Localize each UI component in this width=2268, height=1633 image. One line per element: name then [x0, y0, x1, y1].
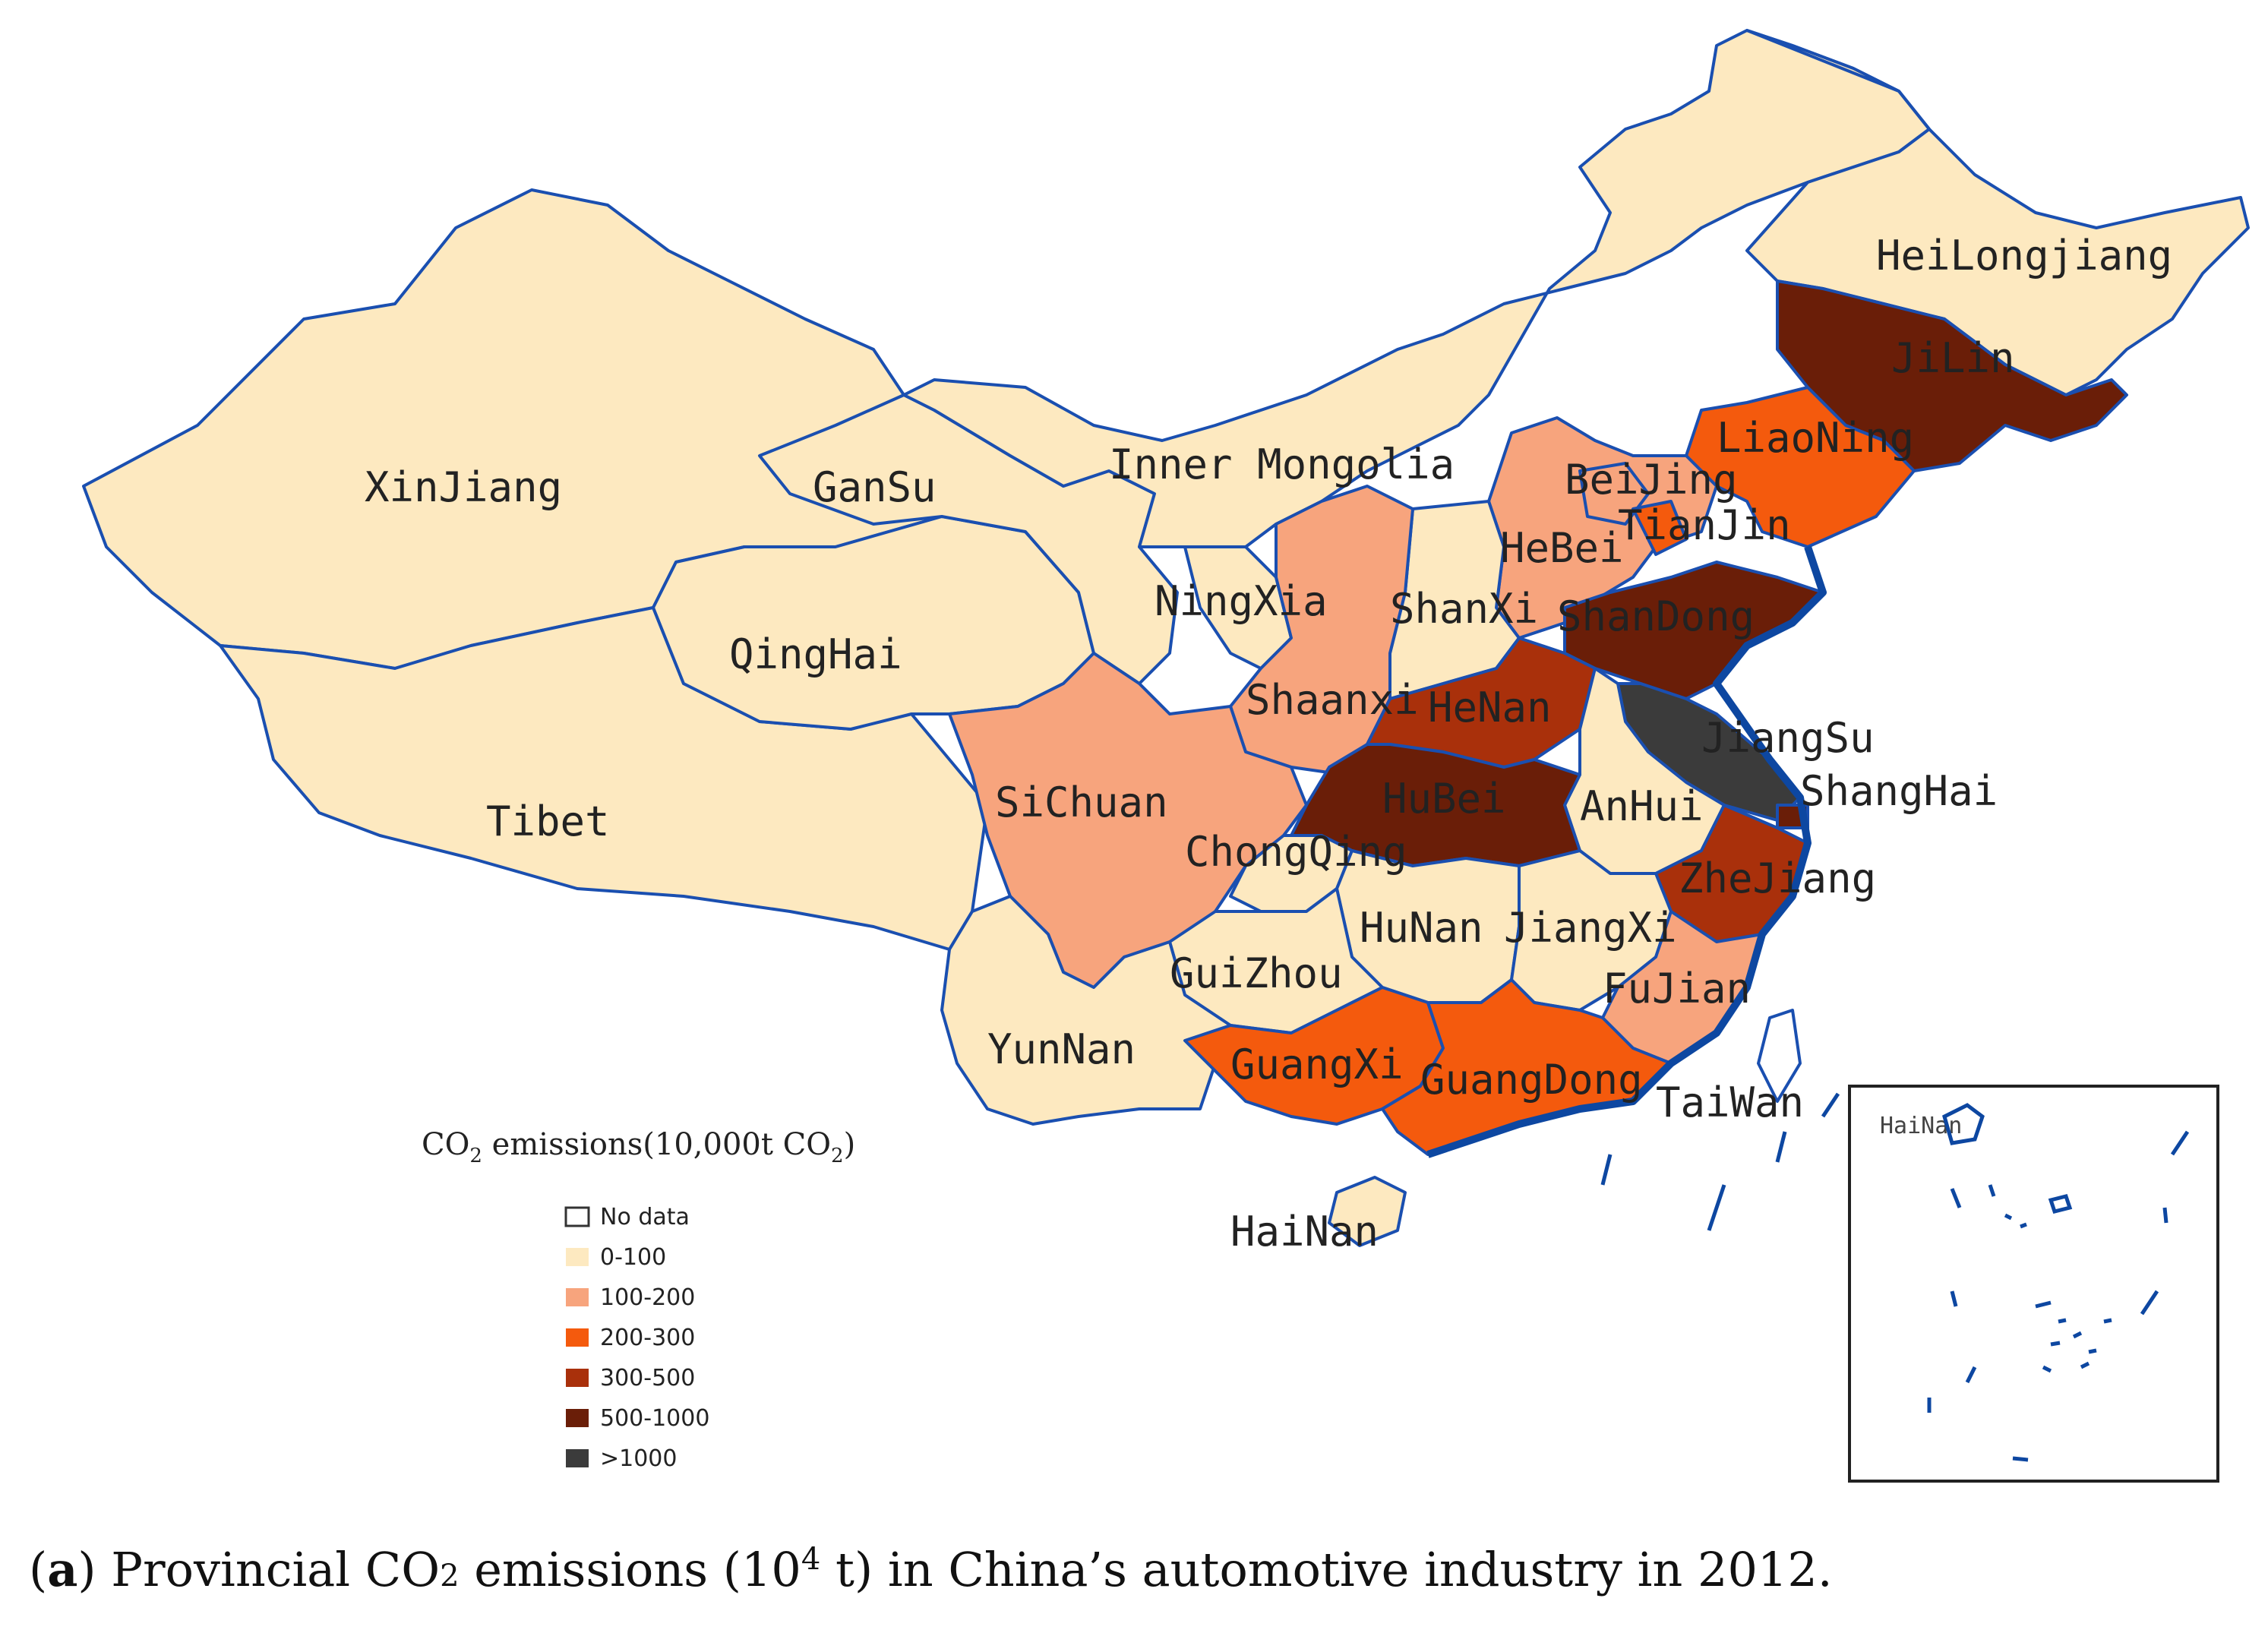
label-yunnan: YunNan — [987, 1025, 1136, 1073]
region-tianjin — [1632, 500, 1688, 556]
inset-island — [2012, 1456, 2029, 1462]
label-hebei: HeBei — [1500, 524, 1624, 572]
provinces — [82, 29, 2250, 1247]
inset-island — [2004, 1213, 2027, 1229]
label-anhui: AnHui — [1580, 782, 1704, 830]
legend-item: 100-200 — [566, 1284, 695, 1311]
label-xinjiang: XinJiang — [365, 463, 562, 511]
inset-island — [2162, 1207, 2168, 1224]
label-sichuan: SiChuan — [995, 779, 1168, 826]
label-jiangsu: JiangSu — [1701, 714, 1875, 762]
label-tibet: Tibet — [486, 798, 610, 845]
label-liaoning: LiaoNing — [1717, 414, 1914, 462]
legend-swatch — [566, 1369, 589, 1387]
label-shanxi: ShanXi — [1390, 585, 1538, 633]
region-tibet — [219, 606, 989, 951]
island-mark — [1821, 1092, 1840, 1118]
legend-swatch — [566, 1409, 589, 1427]
caption-letter: a — [47, 1542, 77, 1597]
inset-island — [1950, 1290, 1958, 1307]
caption-sub: 2 — [440, 1559, 459, 1594]
south-sea-islands — [1600, 1092, 1840, 1231]
inset-island — [2170, 1130, 2190, 1156]
inset-island — [1988, 1184, 1996, 1197]
label-qinghai: QingHai — [729, 630, 902, 678]
caption-sup: 4 — [801, 1542, 820, 1577]
label-inner-mongolia: Inner Mongolia — [1109, 441, 1455, 488]
legend-label: 500-1000 — [600, 1405, 709, 1432]
legend-title: CO2 emissions(10,000t CO2) — [422, 1127, 855, 1167]
legend-label: No data — [600, 1204, 690, 1230]
legend-swatch — [566, 1449, 589, 1467]
caption-part: emissions (10 — [460, 1542, 801, 1597]
label-hunan: HuNan — [1360, 904, 1483, 952]
south-china-sea-inset: HaiNan — [1848, 1085, 2219, 1483]
inset-island — [2035, 1300, 2112, 1373]
province-labels: XinJiang Tibet QingHai GanSu Inner Mongo… — [365, 232, 2172, 1256]
label-taiwan: TaiWan — [1656, 1079, 1804, 1126]
label-shanghai: ShangHai — [1800, 767, 1998, 815]
region-taiwan — [1757, 1009, 1802, 1103]
east-coastline — [1426, 545, 1827, 1158]
legend: CO2 emissions(10,000t CO2) No data 0-100… — [422, 1127, 855, 1472]
label-guizhou: GuiZhou — [1170, 949, 1343, 997]
legend-title-sub: 2 — [469, 1145, 482, 1167]
legend-label: 300-500 — [600, 1365, 695, 1391]
label-tianjin: TianJin — [1618, 501, 1791, 549]
legend-swatch — [566, 1328, 589, 1347]
label-jiangxi: JiangXi — [1504, 904, 1677, 952]
legend-label: >1000 — [600, 1445, 677, 1472]
region-hainan — [1328, 1176, 1407, 1247]
region-heilongjiang — [1745, 29, 2250, 396]
legend-label: 100-200 — [600, 1284, 695, 1311]
label-jilin: JiLin — [1891, 334, 2015, 382]
legend-title-part: emissions(10,000t CO — [482, 1127, 831, 1162]
inset-frame — [1848, 1085, 2219, 1483]
inset-island — [1965, 1366, 1977, 1384]
label-gansu: GanSu — [813, 463, 937, 511]
island-mark — [1600, 1154, 1613, 1186]
label-guangxi: GuangXi — [1230, 1041, 1404, 1088]
label-hainan: HaiNan — [1230, 1208, 1379, 1256]
label-heilongjiang: HeiLongjiang — [1876, 232, 2172, 280]
label-chongqing: ChongQing — [1185, 828, 1407, 876]
legend-swatch — [566, 1248, 589, 1266]
caption-part: ) Provincial CO — [77, 1542, 440, 1597]
inset-island — [2048, 1194, 2073, 1214]
caption-part: t) in China’s automotive industry in 201… — [820, 1542, 1832, 1597]
legend-item: 200-300 — [566, 1325, 695, 1351]
label-zhejiang: ZheJiang — [1679, 854, 1876, 902]
label-shandong: ShanDong — [1557, 592, 1755, 640]
label-hubei: HuBei — [1382, 775, 1506, 823]
island-mark — [1707, 1184, 1726, 1231]
inset-island — [2140, 1290, 2159, 1316]
legend-title-part: ) — [844, 1127, 856, 1162]
label-guangdong: GuangDong — [1420, 1056, 1643, 1104]
legend-label: 0-100 — [600, 1244, 666, 1271]
legend-item: 500-1000 — [566, 1405, 709, 1432]
legend-item: 300-500 — [566, 1365, 695, 1391]
legend-swatch — [564, 1206, 590, 1227]
legend-swatch — [566, 1288, 589, 1306]
label-beijing: BeiJing — [1565, 456, 1738, 504]
legend-item: No data — [564, 1204, 690, 1230]
inset-island — [1950, 1188, 1962, 1208]
legend-item: 0-100 — [566, 1244, 666, 1271]
caption-part: ( — [29, 1542, 47, 1597]
label-shaanxi: Shaanxi — [1246, 676, 1419, 724]
figure-caption: (a) Provincial CO2 emissions (104 t) in … — [29, 1542, 1833, 1597]
label-fujian: FuJian — [1603, 965, 1751, 1012]
legend-label: 200-300 — [600, 1325, 695, 1351]
inset-hainan-outline — [1942, 1103, 1985, 1145]
legend-title-sub: 2 — [831, 1145, 844, 1167]
legend-title-part: CO — [422, 1127, 469, 1162]
legend-item: >1000 — [566, 1445, 677, 1472]
label-henan: HeNan — [1428, 684, 1552, 731]
label-ningxia: NingXia — [1155, 577, 1328, 625]
island-mark — [1775, 1131, 1787, 1163]
